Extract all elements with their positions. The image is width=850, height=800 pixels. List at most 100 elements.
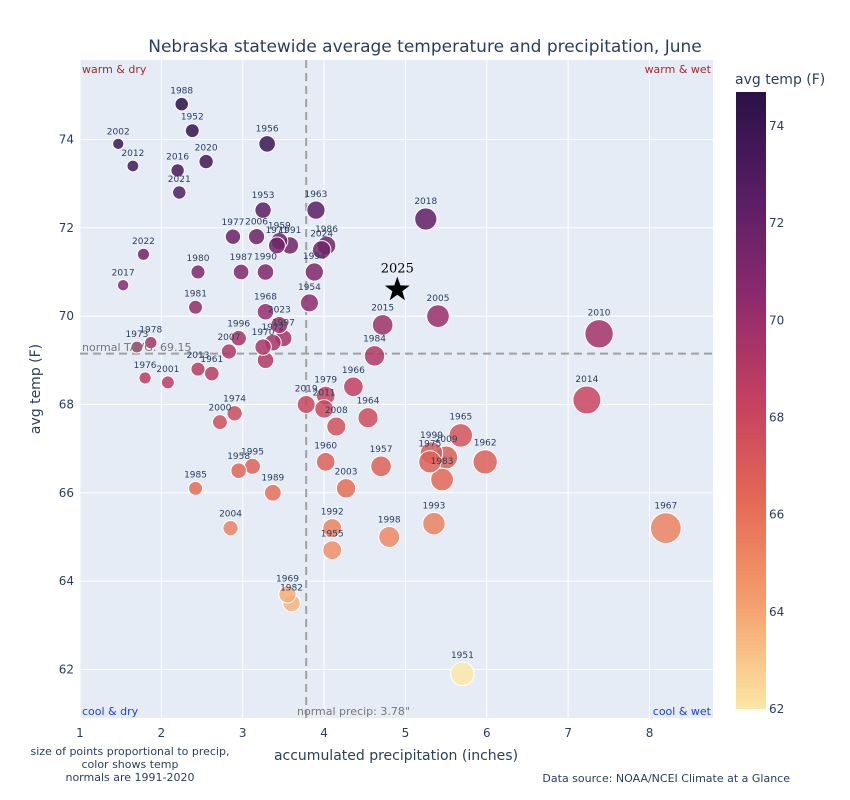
point-2016 <box>170 163 185 178</box>
x-tick-label: 3 <box>239 726 247 740</box>
colorbar-tick-label: 72 <box>769 216 784 230</box>
point-label-2007: 2007 <box>217 333 240 343</box>
point-1994 <box>304 262 324 282</box>
point-label-1982: 1982 <box>280 583 303 593</box>
normal-lines <box>80 60 713 718</box>
point-label-1997: 1997 <box>272 319 295 329</box>
point-label-2009: 2009 <box>435 435 458 445</box>
point-2008 <box>326 416 347 437</box>
point-label-1990: 1990 <box>254 253 277 263</box>
x-tick-label: 1 <box>76 726 84 740</box>
point-label-1967: 1967 <box>654 502 677 512</box>
point-1976 <box>138 371 152 385</box>
point-label-2010: 2010 <box>588 309 611 319</box>
point-1984 <box>363 345 386 367</box>
point-2020 <box>198 153 214 170</box>
point-1960 <box>315 452 336 472</box>
point-label-1953: 1953 <box>252 191 275 201</box>
point-2011 <box>314 399 334 419</box>
x-tick-label: 2 <box>158 726 166 740</box>
point-label-2022: 2022 <box>132 237 155 247</box>
point-label-1988: 1988 <box>170 86 193 96</box>
point-label-1965: 1965 <box>449 413 472 423</box>
point-2012 <box>126 159 140 173</box>
point-1985 <box>188 480 204 496</box>
point-label-1978: 1978 <box>139 325 162 335</box>
point-2007 <box>220 343 237 360</box>
point-label-1964: 1964 <box>357 397 380 407</box>
point-label-2017: 2017 <box>112 269 135 279</box>
x-tick-label: 5 <box>402 726 410 740</box>
plot-area <box>80 60 713 718</box>
point-label-1968: 1968 <box>254 292 277 302</box>
x-axis-ticks: 1 2 3 4 5 6 7 8 <box>76 726 653 740</box>
point-label-2001: 2001 <box>156 365 179 375</box>
point-1996 <box>230 329 247 347</box>
point-2015 <box>371 314 394 336</box>
point-1953 <box>254 201 272 219</box>
point-2017 <box>116 279 130 292</box>
point-label-1969: 1969 <box>276 575 299 585</box>
point-labels: 1988 1952 2002 1956 2012 2016 2020 2021 1953 1963… <box>107 86 677 661</box>
point-label-2019: 2019 <box>295 384 318 394</box>
point-label-2016: 2016 <box>166 153 189 163</box>
point-label-1991: 1991 <box>278 226 301 236</box>
point-label-1977: 1977 <box>222 218 245 228</box>
point-1993 <box>422 511 446 536</box>
colorbar-title: avg temp (F) <box>735 72 825 88</box>
point-1987 <box>232 263 250 281</box>
point-2000 <box>211 414 228 431</box>
point-label-1952: 1952 <box>181 113 204 123</box>
point-1988 <box>174 96 189 112</box>
point-1969 <box>278 585 297 604</box>
point-label-1981: 1981 <box>184 289 207 299</box>
normal-precip-label: normal precip: 3.78" <box>297 705 410 718</box>
point-label-2023: 2023 <box>268 305 291 315</box>
highlight-label: 2025 <box>381 262 414 277</box>
point-label-1971: 1971 <box>265 226 288 236</box>
point-1980 <box>190 264 206 280</box>
highlight-2025: 2025 <box>381 262 414 301</box>
point-label-1962: 1962 <box>474 439 497 449</box>
point-1992 <box>322 518 343 539</box>
point-label-2014: 2014 <box>575 375 598 385</box>
point-1998 <box>378 525 401 548</box>
point-1977 <box>224 228 242 245</box>
point-1957 <box>370 455 392 478</box>
point-label-1951: 1951 <box>451 651 474 661</box>
point-1962 <box>472 449 498 475</box>
point-label-1999: 1999 <box>420 431 443 441</box>
point-1951 <box>450 661 475 687</box>
data-source: Data source: NOAA/NCEI Climate at a Glan… <box>542 772 790 785</box>
point-1971 <box>267 236 286 255</box>
point-label-1955: 1955 <box>321 530 344 540</box>
point-label-2018: 2018 <box>414 197 437 207</box>
colorbar-tick-label: 74 <box>769 119 784 133</box>
point-2003 <box>335 478 357 499</box>
point-label-2005: 2005 <box>427 294 450 304</box>
point-1989 <box>263 483 282 502</box>
x-axis-title: accumulated precipitation (inches) <box>274 748 518 764</box>
footnote-line2: color shows temp <box>81 758 178 771</box>
point-2002 <box>112 137 125 151</box>
point-1963 <box>306 200 326 220</box>
footnote-line3: normals are 1991-2020 <box>65 771 194 784</box>
point-label-1963: 1963 <box>304 190 327 200</box>
point-1990 <box>256 263 275 281</box>
colorbar-tick-label: 64 <box>769 605 784 619</box>
point-label-2008: 2008 <box>325 406 348 416</box>
normal-temp-label: normal TAVG: 69.15 <box>82 341 191 354</box>
point-label-1959: 1959 <box>268 222 291 232</box>
point-label-2002: 2002 <box>107 127 130 137</box>
point-label-2013: 2013 <box>187 351 210 361</box>
point-1978 <box>144 335 158 350</box>
point-2005 <box>426 304 450 328</box>
colorbar-ticks: 62 64 66 68 70 72 74 <box>769 119 784 716</box>
point-1955 <box>322 540 343 561</box>
point-label-2000: 2000 <box>208 404 231 414</box>
point-label-1975: 1975 <box>418 440 441 450</box>
point-label-1958: 1958 <box>227 452 250 462</box>
chart-title: Nebraska statewide average temperature a… <box>148 37 702 57</box>
x-tick-label: 4 <box>320 726 328 740</box>
